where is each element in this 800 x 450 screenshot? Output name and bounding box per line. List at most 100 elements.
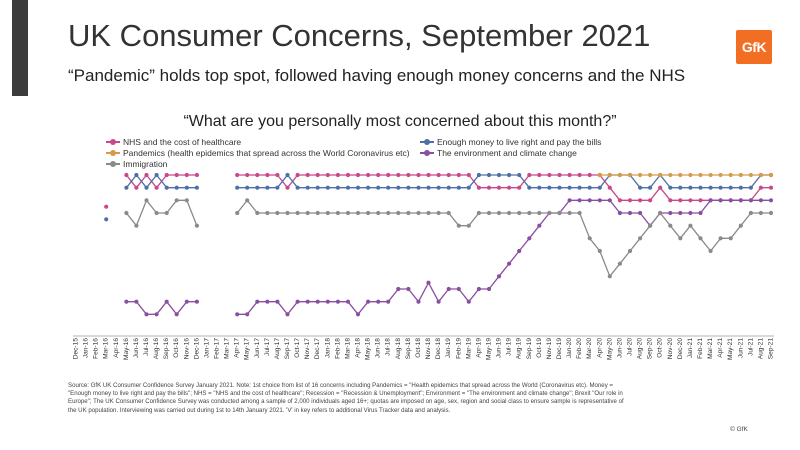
- data-point: [496, 172, 502, 178]
- data-point: [698, 210, 703, 216]
- data-point: [688, 185, 693, 190]
- data-point: [174, 198, 179, 203]
- x-tick-label: May-21: [727, 338, 734, 360]
- data-point: [738, 185, 743, 190]
- data-point: [758, 198, 764, 203]
- data-point: [426, 185, 431, 190]
- data-point: [517, 248, 522, 254]
- data-point: [567, 210, 572, 216]
- x-tick-label: Aug-17: [274, 338, 281, 360]
- data-point: [718, 185, 723, 190]
- x-tick-label: Jun-18: [375, 338, 382, 358]
- copyright: © GfK: [730, 426, 748, 433]
- x-tick-label: Feb-21: [697, 338, 704, 359]
- data-point: [688, 198, 693, 203]
- x-tick-label: Apr-18: [355, 338, 362, 358]
- data-point: [597, 185, 602, 190]
- data-point: [638, 185, 643, 190]
- x-tick-label: Nov-16: [183, 338, 190, 360]
- series-4: [124, 198, 774, 317]
- data-point: [184, 299, 189, 304]
- data-point: [638, 236, 643, 241]
- data-point: [527, 172, 532, 178]
- x-tick-label: May-19: [486, 338, 493, 360]
- data-point: [758, 210, 764, 216]
- data-point: [738, 198, 743, 203]
- data-point: [466, 185, 471, 190]
- data-point: [295, 299, 300, 304]
- x-tick-label: Nov-20: [667, 338, 674, 360]
- data-point: [355, 172, 361, 178]
- data-point: [355, 185, 361, 190]
- data-point: [577, 185, 582, 190]
- data-point: [768, 172, 774, 178]
- data-point: [366, 299, 371, 304]
- data-point: [315, 210, 320, 216]
- x-tick-label: Mar-17: [224, 338, 231, 359]
- data-point: [617, 261, 623, 266]
- data-point: [648, 185, 653, 190]
- data-point: [154, 185, 159, 190]
- data-point: [325, 185, 330, 190]
- x-tick-label: May-17: [244, 338, 251, 360]
- x-tick-label: Mar-16: [103, 338, 110, 359]
- data-point: [245, 312, 250, 317]
- x-tick-label: Oct-20: [657, 338, 664, 358]
- data-point: [144, 172, 149, 178]
- data-point: [184, 185, 189, 190]
- data-point: [627, 172, 633, 178]
- data-point: [305, 172, 310, 178]
- data-point: [335, 172, 340, 178]
- data-point: [577, 172, 582, 178]
- data-point: [587, 198, 592, 203]
- data-point: [144, 185, 149, 190]
- data-point: [668, 172, 673, 178]
- data-point: [396, 172, 401, 178]
- data-point: [678, 236, 683, 241]
- data-point: [507, 172, 512, 178]
- x-tick-label: Jun-19: [496, 338, 503, 358]
- data-point: [275, 185, 280, 190]
- data-point: [527, 185, 532, 190]
- data-point: [406, 210, 411, 216]
- data-point: [194, 185, 199, 190]
- data-point: [426, 172, 431, 178]
- data-point: [688, 210, 693, 216]
- data-point: [275, 210, 280, 216]
- x-tick-label: Aug-20: [637, 338, 644, 360]
- data-point: [355, 210, 361, 216]
- data-point: [355, 312, 361, 317]
- data-point: [607, 198, 612, 203]
- data-point: [275, 172, 280, 178]
- data-point: [648, 223, 653, 228]
- data-point: [496, 210, 502, 216]
- legend-item: Immigration: [106, 159, 167, 169]
- x-tick-label: Oct-16: [173, 338, 180, 358]
- data-point: [527, 210, 532, 216]
- data-point: [668, 210, 673, 216]
- data-point: [295, 185, 300, 190]
- data-point: [627, 210, 633, 216]
- x-tick-label: Jan-17: [203, 338, 210, 358]
- data-point: [748, 185, 754, 190]
- data-point: [466, 299, 471, 304]
- data-point: [768, 185, 774, 190]
- data-point: [345, 299, 351, 304]
- data-point: [748, 210, 754, 216]
- x-tick-label: Jun-20: [616, 338, 623, 358]
- series-5: [124, 198, 774, 279]
- series-line: [237, 199, 771, 315]
- data-point: [134, 172, 139, 178]
- data-point: [557, 172, 562, 178]
- data-point: [164, 299, 169, 304]
- data-point: [456, 223, 461, 228]
- data-point: [386, 210, 391, 216]
- legend-label: The environment and climate change: [437, 148, 577, 158]
- x-tick-label: Jul-17: [264, 338, 271, 356]
- x-tick-label: Feb-16: [93, 338, 100, 359]
- data-point: [406, 185, 411, 190]
- data-point: [104, 204, 109, 209]
- series-line: [126, 301, 197, 315]
- data-point: [567, 185, 572, 190]
